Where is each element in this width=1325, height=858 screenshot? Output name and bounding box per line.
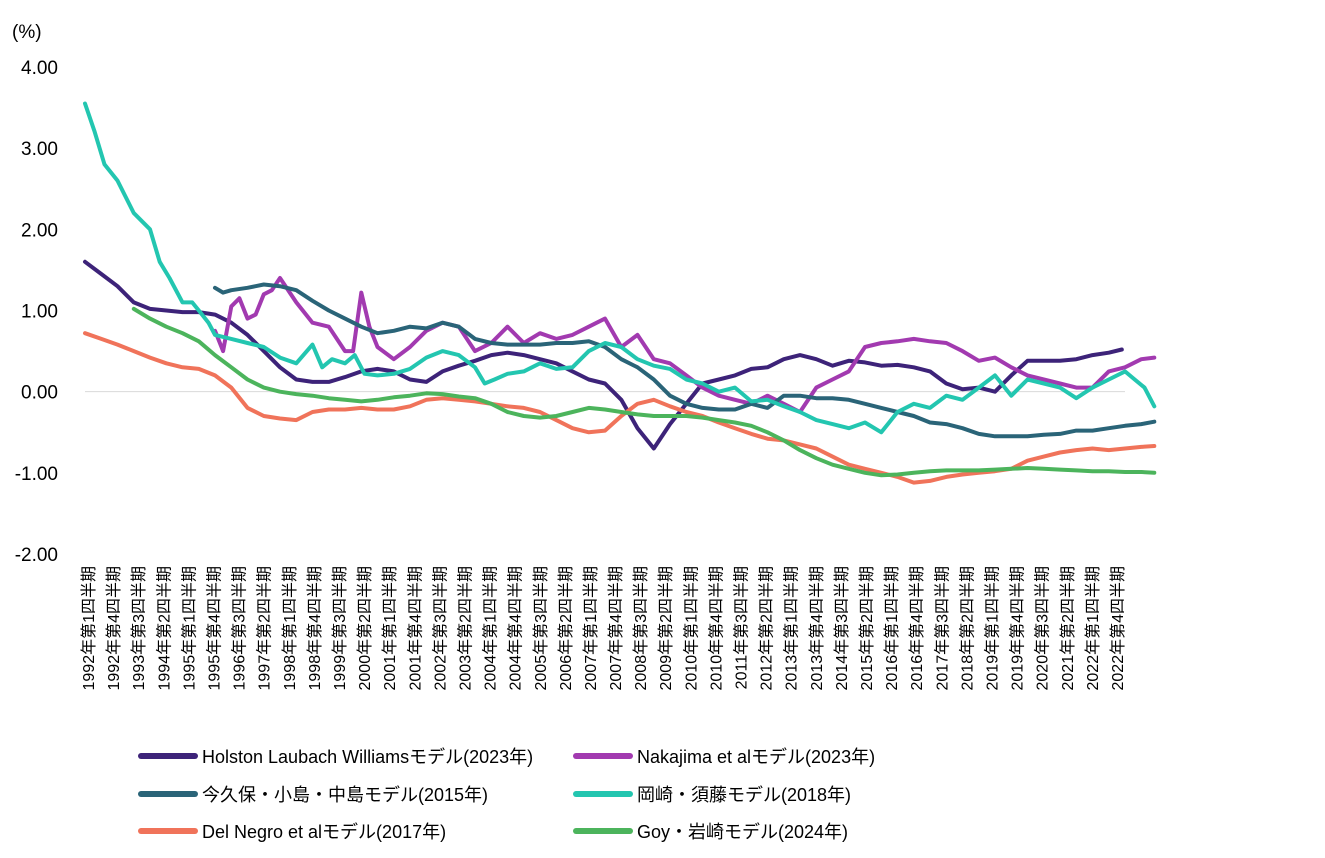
x-tick-label: 2014年第3四半期 xyxy=(833,566,851,691)
x-tick-label: 1993年第3四半期 xyxy=(130,566,148,691)
x-tick-label: 2010年第4四半期 xyxy=(707,566,725,691)
unit-label: (%) xyxy=(12,22,42,43)
series-line-delnegro-line xyxy=(83,331,1157,485)
x-tick-label: 2004年第1四半期 xyxy=(482,566,500,691)
x-tick-label: 1995年第4四半期 xyxy=(205,566,223,691)
x-tick-label: 2018年第2四半期 xyxy=(958,566,976,691)
x-tick-label: 1992年第1四半期 xyxy=(80,566,98,691)
x-tick-label: 1997年第2四半期 xyxy=(256,566,274,691)
x-tick-label: 2009年第2四半期 xyxy=(657,566,675,691)
x-tick-label: 2008年第3四半期 xyxy=(632,566,650,691)
x-tick-label: 2016年第1四半期 xyxy=(883,566,901,691)
x-axis: 1992年第1四半期 1992年第4四半期 1993年第3四半期 1994年第2四半期… xyxy=(80,566,1127,691)
x-tick-label: 2003年第2四半期 xyxy=(456,566,474,691)
x-tick-label: 2021年第2四半期 xyxy=(1059,566,1077,691)
y-tick-label: 0.00 xyxy=(21,383,58,404)
x-tick-label: 2007年第4四半期 xyxy=(607,566,625,691)
y-tick-label: 4.00 xyxy=(21,58,58,79)
x-tick-label: 1992年第4四半期 xyxy=(105,566,123,691)
y-tick-label: 1.00 xyxy=(21,302,58,323)
x-tick-label: 1998年第1四半期 xyxy=(281,566,299,691)
series-lines xyxy=(83,101,1157,485)
y-tick-label: 3.00 xyxy=(21,139,58,160)
x-tick-label: 2012年第2四半期 xyxy=(758,566,776,691)
x-tick-label: 2005年第3四半期 xyxy=(532,566,550,691)
y-axis: 4.00 3.00 2.00 1.00 0.00 -1.00 -2.00 xyxy=(15,58,1125,566)
x-tick-label: 2020年第3四半期 xyxy=(1034,566,1052,691)
x-tick-label: 2011年第3四半期 xyxy=(733,566,751,689)
x-tick-label: 1995年第1四半期 xyxy=(180,566,198,691)
x-tick-label: 2001年第4四半期 xyxy=(406,566,424,691)
x-tick-label: 2000年第2四半期 xyxy=(356,566,374,691)
x-tick-label: 2017年第3四半期 xyxy=(933,566,951,691)
x-tick-label: 2022年第1四半期 xyxy=(1084,566,1102,691)
x-tick-label: 1999年第3四半期 xyxy=(331,566,349,691)
x-tick-label: 1996年第3四半期 xyxy=(231,566,249,691)
x-tick-label: 2004年第4四半期 xyxy=(507,566,525,691)
x-tick-label: 2013年第4四半期 xyxy=(808,566,826,691)
x-tick-label: 2022年第4四半期 xyxy=(1109,566,1127,691)
x-tick-label: 2001年第1四半期 xyxy=(381,566,399,691)
x-tick-label: 2006年第2四半期 xyxy=(557,566,575,691)
x-tick-label: 1994年第2四半期 xyxy=(155,566,173,691)
x-tick-label: 2002年第3四半期 xyxy=(431,566,449,691)
x-tick-label: 2019年第1四半期 xyxy=(984,566,1002,691)
x-tick-label: 2007年第1四半期 xyxy=(582,566,600,691)
series-line-okazaki-line xyxy=(83,101,1157,435)
series-line-imakubo-line xyxy=(213,282,1157,439)
x-tick-label: 2015年第2四半期 xyxy=(858,566,876,691)
y-tick-label: -1.00 xyxy=(15,464,58,485)
y-tick-label: 2.00 xyxy=(21,220,58,241)
series-line-nakajima-line xyxy=(213,276,1157,414)
x-tick-label: 2013年第1四半期 xyxy=(783,566,801,691)
x-tick-label: 2019年第4四半期 xyxy=(1009,566,1027,691)
x-tick-label: 2016年第4四半期 xyxy=(908,566,926,691)
series-line-goy-line xyxy=(131,306,1157,478)
x-tick-label: 2010年第1四半期 xyxy=(682,566,700,691)
y-tick-label: -2.00 xyxy=(15,545,58,566)
x-tick-label: 1998年第4四半期 xyxy=(306,566,324,691)
